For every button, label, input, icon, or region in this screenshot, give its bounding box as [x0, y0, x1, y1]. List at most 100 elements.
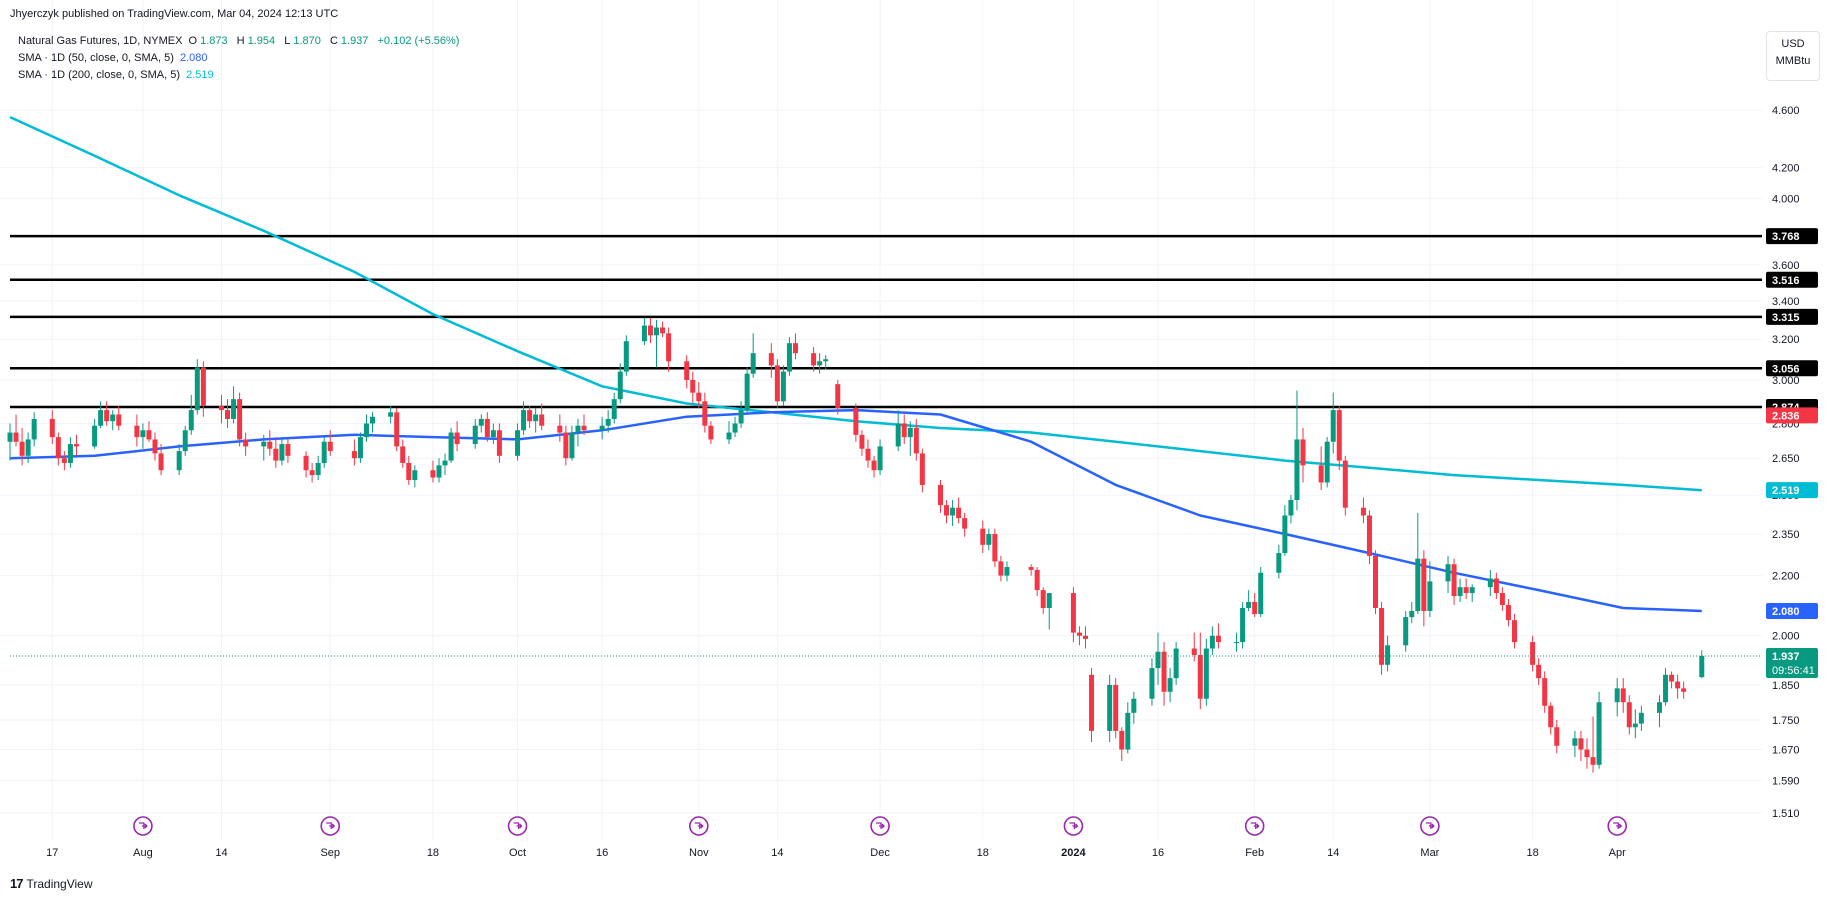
candle: [394, 407, 400, 452]
candle-body: [1590, 757, 1596, 765]
level-price-tag-text: 3.315: [1772, 312, 1800, 324]
candle: [750, 333, 756, 378]
candle: [1342, 455, 1348, 516]
x-tick-label: 14: [215, 847, 227, 859]
indicator-price-tag-text: 2.519: [1772, 485, 1800, 497]
candle-body: [605, 418, 611, 426]
candle: [877, 439, 883, 476]
candle: [448, 427, 454, 463]
candle-body: [1089, 674, 1095, 731]
candle-body: [1082, 635, 1088, 639]
candle: [400, 439, 406, 468]
candle-body: [1125, 712, 1131, 750]
y-tick-label: 4.200: [1772, 163, 1800, 175]
candle: [962, 512, 968, 537]
ohlc-open: O 1.873: [188, 35, 228, 47]
x-tick-label: 2024: [1061, 847, 1086, 859]
candle: [351, 439, 357, 466]
candle: [581, 414, 587, 435]
x-tick-label: 16: [1152, 847, 1164, 859]
candle-body: [273, 448, 279, 461]
candle: [647, 317, 653, 344]
candle-body: [49, 418, 55, 438]
candle-body: [1191, 648, 1197, 655]
candle: [811, 347, 817, 372]
brand-name: TradingView: [26, 876, 93, 891]
event-marker-icon: [688, 816, 709, 836]
candle-body: [708, 425, 714, 440]
candle-body: [1149, 668, 1155, 699]
sma50-legend[interactable]: SMA · 1D (50, close, 0, SMA, 5) 2.080: [18, 52, 210, 64]
candle: [357, 432, 363, 463]
x-tick-label: Aug: [133, 847, 153, 859]
y-tick-label: 2.200: [1772, 571, 1800, 583]
candle-body: [1505, 604, 1511, 621]
currency-unit-button[interactable]: USD MMBtu: [1766, 31, 1820, 81]
candle-body: [1548, 705, 1554, 728]
y-tick-label: 1.510: [1772, 808, 1800, 820]
candle-body: [557, 425, 563, 433]
currency-label: USD: [1781, 38, 1805, 50]
candle-body: [448, 432, 454, 461]
candle: [1681, 681, 1687, 699]
sma200-legend[interactable]: SMA · 1D (200, close, 0, SMA, 5) 2.519: [18, 69, 217, 81]
event-marker-icon: [1063, 816, 1084, 836]
x-axis: 17 Aug 14 Sep 18 Oct 16 Nov 14 Dec 18 2024 16 Feb 14 Ma…: [46, 847, 1626, 859]
x-tick-label: 18: [427, 847, 439, 859]
candle: [1463, 578, 1469, 599]
candle-body: [490, 430, 496, 438]
candle-body: [1040, 590, 1046, 608]
candle-body: [1234, 642, 1240, 644]
tradingview-brand[interactable]: 17 TradingView: [10, 876, 93, 891]
candle-body: [1469, 587, 1475, 594]
event-marker-arrow: [1425, 822, 1435, 829]
candle-body: [1173, 648, 1179, 679]
ohlc-change: +0.102 (+5.56%): [377, 35, 460, 47]
candle-body: [980, 528, 986, 545]
y-axis: 1.510 1.590 1.670 1.750 1.850 2.000 2.200 2.350…: [1772, 105, 1800, 820]
candle-body: [218, 405, 224, 411]
candle-body: [768, 353, 774, 366]
y-tick-label: 1.850: [1772, 680, 1800, 692]
candle: [1330, 392, 1336, 454]
candle-body: [1252, 601, 1258, 615]
candle-body: [200, 367, 206, 406]
candle-body: [702, 401, 708, 426]
y-tick-label: 2.350: [1772, 529, 1800, 541]
candle-body: [1656, 702, 1662, 713]
x-tick-label: 17: [46, 847, 58, 859]
candle: [1638, 705, 1644, 731]
candle-body: [1626, 702, 1632, 728]
candle: [980, 520, 986, 554]
candle-body: [327, 441, 333, 452]
candle-body: [104, 410, 110, 422]
instrument-name: Natural Gas Futures, 1D, NYMEX: [18, 35, 183, 47]
candle-body: [188, 410, 194, 431]
candle-body: [823, 359, 829, 362]
event-marker-icon: [320, 816, 341, 836]
candle-body: [1209, 635, 1215, 649]
candle: [19, 427, 25, 466]
candle-body: [1536, 664, 1542, 679]
candle: [937, 479, 943, 513]
candle: [702, 392, 708, 433]
candle-body: [261, 441, 267, 447]
candle-body: [478, 418, 484, 426]
candle-body: [321, 441, 327, 463]
candle-body: [1584, 749, 1590, 758]
candle: [1113, 678, 1119, 739]
candle-body: [1119, 730, 1125, 750]
candle: [617, 363, 623, 404]
candle-body: [732, 423, 738, 433]
candle: [1548, 702, 1554, 735]
candle: [599, 416, 605, 440]
candle-body: [1663, 674, 1669, 703]
candle-body: [351, 451, 357, 459]
candle-body: [654, 327, 660, 336]
candle: [200, 361, 206, 417]
last-price-tag: 1.937 09:56:41: [1766, 647, 1818, 678]
candle-body: [611, 399, 617, 419]
candle-body: [853, 407, 859, 435]
